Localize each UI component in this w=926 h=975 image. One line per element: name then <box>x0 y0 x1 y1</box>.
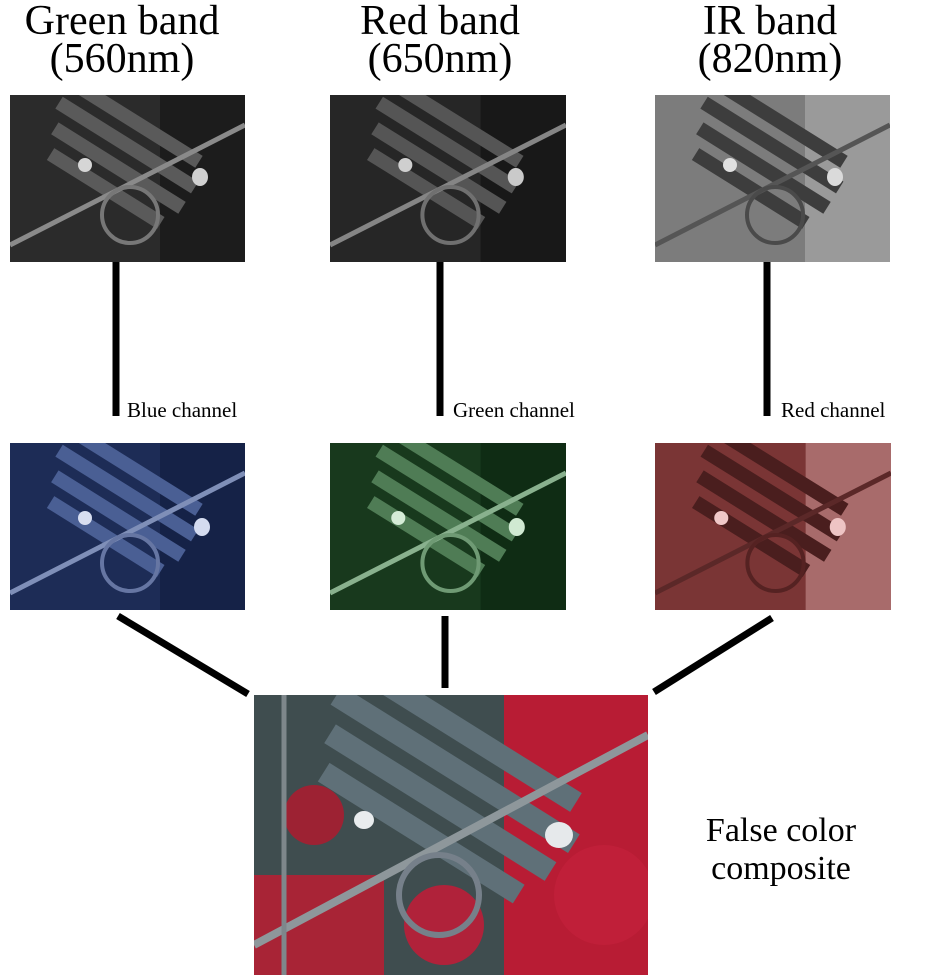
blue-channel-label: Blue channel <box>127 398 238 422</box>
red-channel-image <box>655 443 891 610</box>
band-title-line2: (820nm) <box>697 36 843 82</box>
band-title-line1: Red band <box>360 0 520 44</box>
ir-band-image <box>655 95 890 262</box>
green-band-image <box>10 95 245 262</box>
connector-red-to-composite <box>652 615 774 695</box>
band-title-line1: Green band <box>24 0 220 44</box>
band-title-line2: (650nm) <box>367 36 513 82</box>
band-title-ir: IR band (820nm) <box>652 0 888 82</box>
green-channel-label: Green channel <box>453 398 575 422</box>
composite-label-line2: composite <box>711 850 851 887</box>
red-channel-label: Red channel <box>781 398 886 422</box>
red-band-image <box>330 95 566 262</box>
band-title-line2: (560nm) <box>49 36 195 82</box>
connector-blue-to-composite <box>116 612 250 698</box>
composite-label-line1: False color <box>705 812 857 849</box>
blue-channel-image <box>10 443 245 610</box>
false-color-composite-image <box>254 695 648 975</box>
green-channel-image <box>330 443 566 610</box>
band-title-red: Red band (650nm) <box>322 0 558 82</box>
band-title-green: Green band (560nm) <box>0 0 244 82</box>
band-title-line1: IR band <box>702 0 838 44</box>
composite-label: False color composite <box>666 812 896 888</box>
